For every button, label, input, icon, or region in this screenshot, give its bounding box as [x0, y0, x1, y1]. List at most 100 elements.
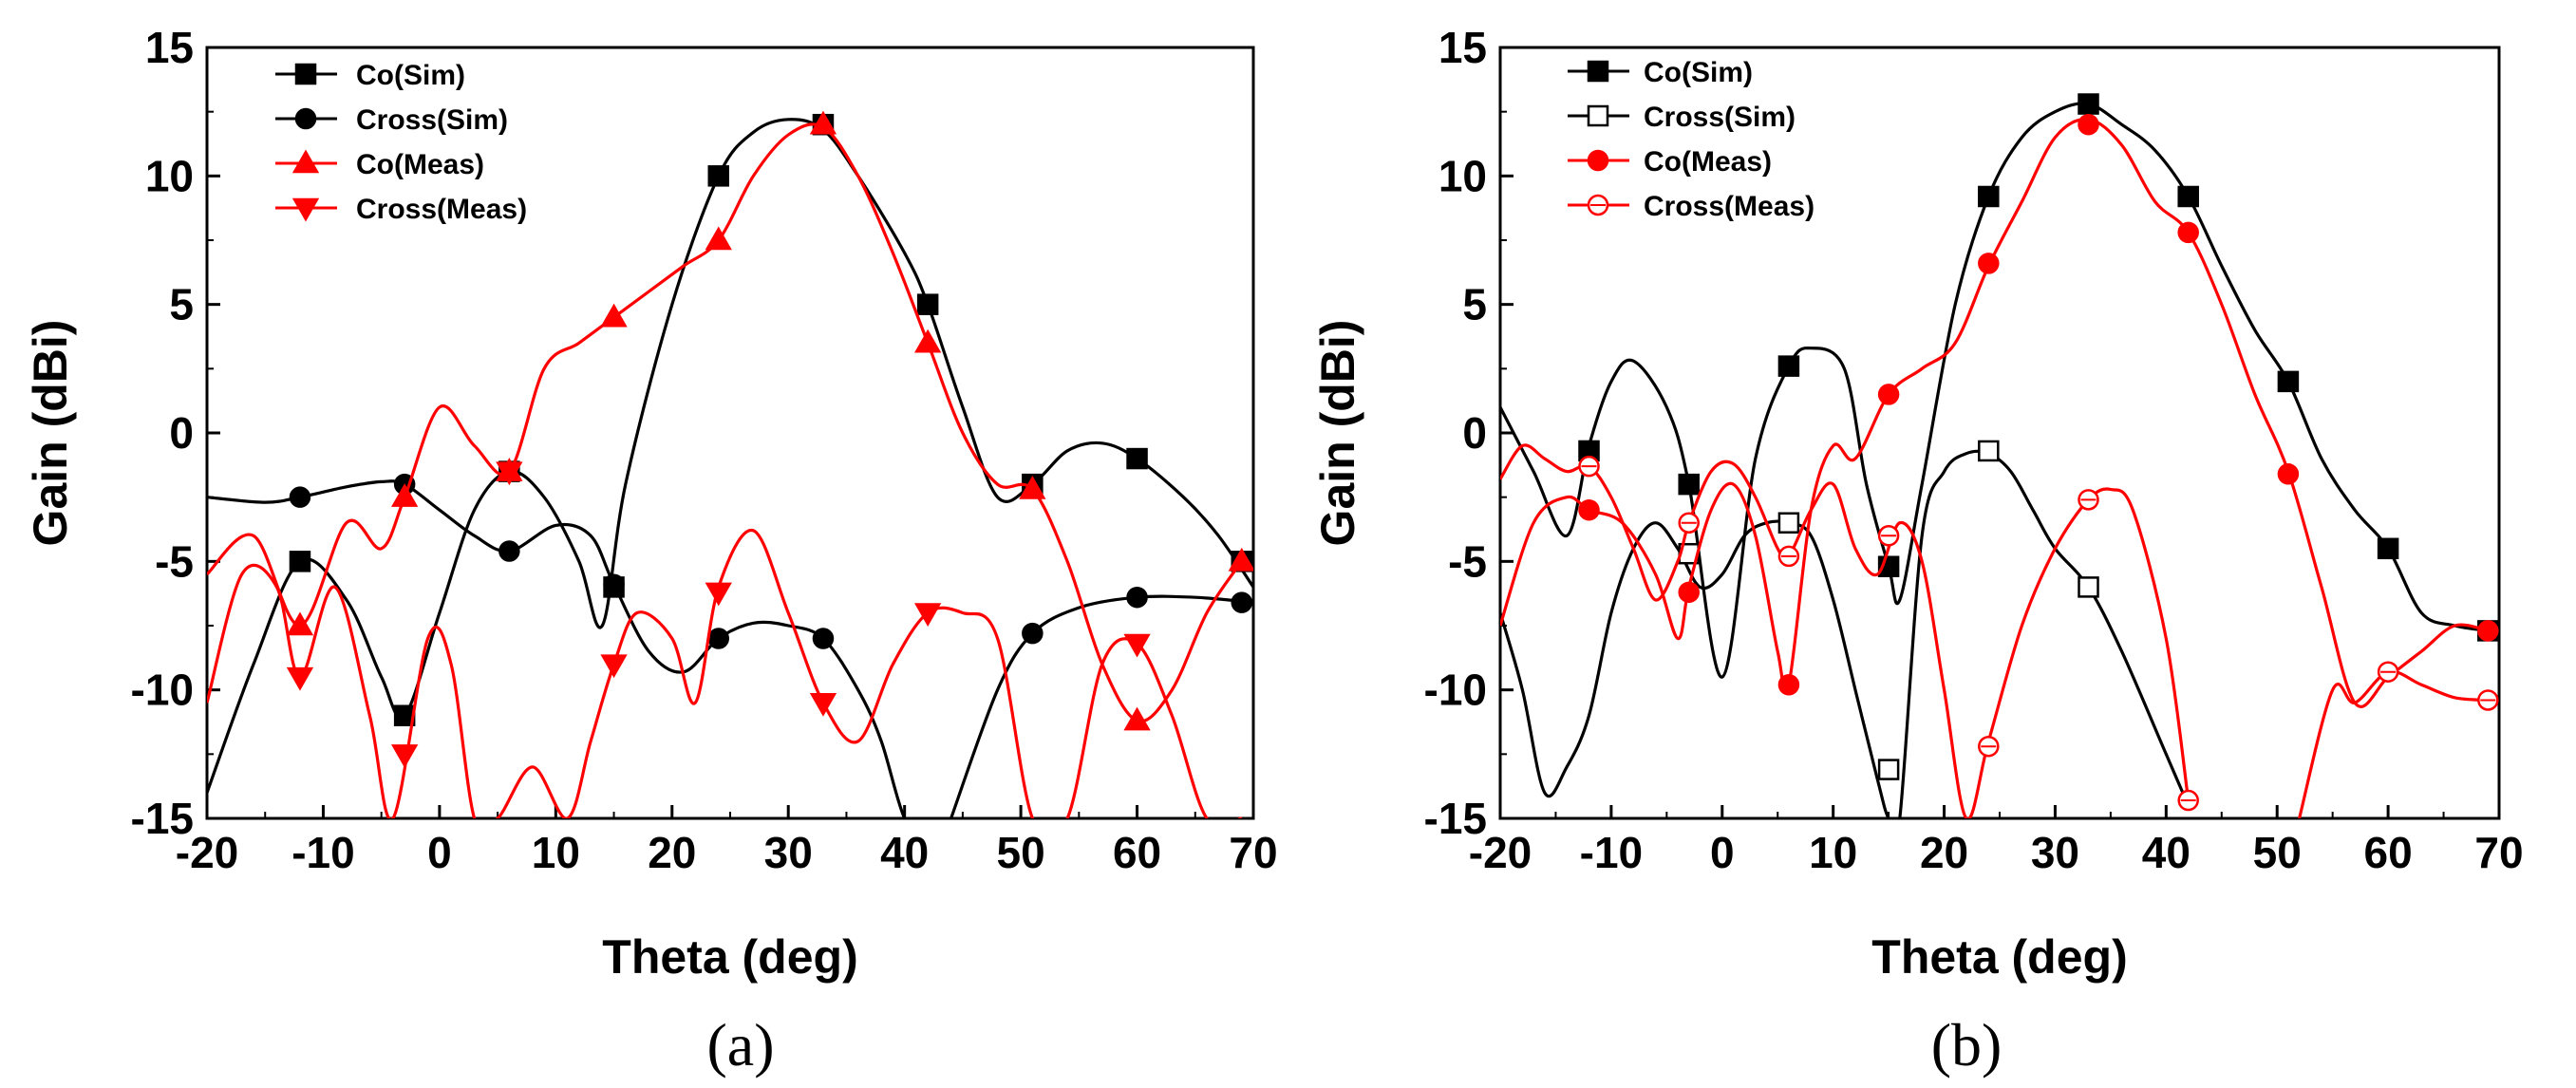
- x-tick-label: 0: [427, 828, 452, 877]
- legend-label-cross-meas: Cross(Meas): [356, 194, 527, 225]
- data-point-co-meas: [914, 328, 942, 353]
- series-line-cross-sim: [207, 479, 907, 818]
- data-point-co-sim: [1126, 447, 1148, 470]
- data-point-cross-sim: [1231, 591, 1253, 613]
- data-point-cross-sim: [1022, 622, 1044, 645]
- legend-label-co-sim: Co(Sim): [356, 60, 465, 91]
- y-tick-label: -5: [1448, 536, 1487, 586]
- x-tick-label: 70: [2474, 828, 2523, 877]
- series-line-cross-meas: [1500, 443, 2191, 818]
- x-tick-label: 10: [532, 828, 580, 877]
- legend-marker-co-sim: [1587, 60, 1609, 83]
- data-point-co-meas: [1578, 498, 1600, 521]
- data-point-co-sim: [707, 165, 730, 187]
- y-tick-label: 15: [145, 23, 194, 72]
- data-point-co-meas: [600, 303, 628, 328]
- data-point-co-sim: [1678, 473, 1700, 496]
- x-axis-title: Theta (deg): [1871, 930, 2127, 984]
- data-point-co-meas: [2477, 620, 2499, 642]
- y-tick-label: 0: [169, 408, 194, 458]
- data-point-co-meas: [1877, 384, 1900, 405]
- data-point-co-meas: [1777, 674, 1800, 696]
- y-axis-title: Gain (dBi): [24, 320, 77, 547]
- data-point-cross-meas: [705, 582, 732, 607]
- x-tick-label: -10: [291, 828, 354, 877]
- y-tick-label: 15: [1438, 23, 1487, 72]
- data-point-co-meas: [705, 226, 732, 251]
- panel-caption: (a): [706, 1011, 774, 1079]
- series-line-cross-sim: [1500, 449, 2191, 818]
- data-point-cross-meas: [391, 744, 419, 768]
- legend-marker-co-meas: [1587, 149, 1609, 172]
- data-point-co-meas: [1978, 253, 2000, 274]
- y-tick-label: -10: [1424, 666, 1487, 715]
- data-point-cross-meas: [600, 654, 628, 679]
- y-tick-label: -5: [155, 536, 194, 586]
- x-tick-label: 70: [1229, 828, 1277, 877]
- data-point-co-meas: [1228, 547, 1253, 572]
- data-point-cross-meas: [1123, 633, 1151, 658]
- data-point-co-meas: [2078, 113, 2099, 136]
- x-tick-label: 30: [764, 828, 813, 877]
- panel-a: -20 -10 0 10 20 30 40 50 60 70 15 10 5 0 -5 -10 -15 Co(S…: [0, 0, 1288, 1083]
- x-tick-label: 60: [2364, 828, 2413, 877]
- data-point-co-meas: [1019, 476, 1046, 499]
- data-point-cross-meas: [809, 692, 837, 717]
- data-point-cross-meas: [496, 461, 523, 486]
- series-line-cross-sim-2: [950, 594, 1253, 818]
- data-point-co-meas: [2277, 463, 2300, 485]
- legend-marker-co-meas: [291, 149, 320, 174]
- data-point-cross-sim: [289, 486, 311, 508]
- data-point-co-sim: [289, 551, 311, 572]
- data-point-cross-sim: [2078, 576, 2099, 598]
- x-tick-label: 40: [2142, 828, 2191, 877]
- data-point-cross-sim: [1777, 512, 1800, 534]
- x-tick-label: 60: [1113, 828, 1161, 877]
- data-point-co-sim: [2377, 537, 2399, 560]
- x-tick-label: 10: [1809, 828, 1857, 877]
- y-tick-label: 10: [145, 151, 194, 200]
- y-tick-label: -15: [131, 794, 194, 843]
- panel-caption: (b): [1931, 1011, 2003, 1079]
- data-point-co-sim: [2177, 185, 2199, 208]
- data-point-cross-sim: [603, 573, 625, 595]
- data-point-co-sim: [1777, 355, 1800, 377]
- y-tick-label: -10: [131, 666, 194, 715]
- data-point-co-sim: [2277, 370, 2300, 393]
- legend-label-co-meas: Co(Meas): [356, 149, 484, 180]
- data-point-cross-sim: [707, 628, 730, 649]
- data-point-cross-sim: [1877, 759, 1900, 780]
- y-tick-label: 10: [1438, 151, 1487, 200]
- legend-label-co-sim: Co(Sim): [1644, 57, 1753, 88]
- x-tick-label: 50: [2253, 828, 2302, 877]
- data-point-cross-meas: [914, 603, 942, 627]
- legend-marker-cross-sim: [1587, 104, 1609, 127]
- data-point-co-meas: [809, 110, 837, 135]
- legend-label-cross-meas: Cross(Meas): [1644, 191, 1814, 222]
- data-point-co-meas: [1678, 581, 1700, 604]
- x-tick-label: 20: [648, 828, 696, 877]
- data-point-cross-sim: [1126, 586, 1148, 609]
- data-point-co-sim: [916, 293, 939, 315]
- y-tick-label: 0: [1462, 408, 1487, 458]
- data-point-co-meas: [2177, 221, 2199, 244]
- y-axis-title: Gain (dBi): [1311, 320, 1364, 547]
- legend-label-cross-sim: Cross(Sim): [356, 104, 508, 136]
- legend-marker-cross-sim: [294, 107, 317, 130]
- y-tick-label: 5: [1462, 280, 1487, 329]
- data-point-co-meas: [391, 483, 419, 507]
- x-tick-label: 40: [880, 828, 929, 877]
- data-point-cross-sim: [1978, 440, 2000, 462]
- x-tick-label: 0: [1710, 828, 1735, 877]
- y-tick-label: 5: [169, 280, 194, 329]
- data-point-co-meas: [286, 611, 314, 636]
- legend-marker-cross-meas: [291, 197, 320, 222]
- data-point-co-meas: [1123, 706, 1151, 731]
- series-line-co-meas: [207, 122, 1244, 723]
- data-point-cross-meas: [286, 666, 314, 691]
- x-tick-label: -20: [176, 828, 238, 877]
- x-tick-label: 50: [997, 828, 1045, 877]
- legend-marker-co-sim: [294, 63, 317, 85]
